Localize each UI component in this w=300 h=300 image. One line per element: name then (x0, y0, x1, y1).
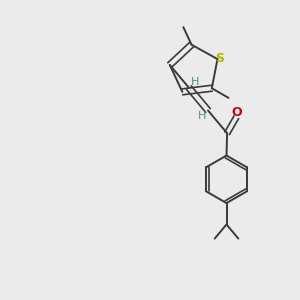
Text: O: O (231, 106, 242, 119)
Text: S: S (215, 52, 224, 65)
Text: H: H (197, 111, 206, 121)
Text: H: H (191, 77, 200, 87)
